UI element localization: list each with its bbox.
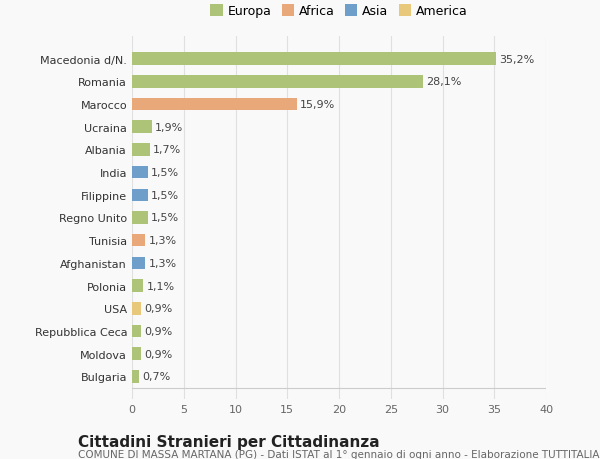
Bar: [132, 121, 152, 134]
Bar: [132, 235, 145, 247]
Bar: [132, 212, 148, 224]
Text: Cittadini Stranieri per Cittadinanza: Cittadini Stranieri per Cittadinanza: [78, 434, 380, 449]
Text: 1,5%: 1,5%: [151, 213, 179, 223]
Text: 1,9%: 1,9%: [155, 123, 183, 132]
Bar: [132, 99, 296, 111]
Text: 0,9%: 0,9%: [145, 304, 173, 313]
Text: 1,3%: 1,3%: [149, 258, 176, 269]
Bar: [132, 280, 143, 292]
Bar: [132, 325, 142, 337]
Text: 1,3%: 1,3%: [149, 235, 176, 246]
Bar: [132, 53, 496, 66]
Text: COMUNE DI MASSA MARTANA (PG) - Dati ISTAT al 1° gennaio di ogni anno - Elaborazi: COMUNE DI MASSA MARTANA (PG) - Dati ISTA…: [78, 449, 600, 459]
Bar: [132, 76, 423, 88]
Bar: [132, 370, 139, 383]
Bar: [132, 144, 149, 156]
Text: 1,7%: 1,7%: [152, 145, 181, 155]
Text: 1,1%: 1,1%: [146, 281, 175, 291]
Bar: [132, 189, 148, 202]
Bar: [132, 302, 142, 315]
Bar: [132, 167, 148, 179]
Bar: [132, 257, 145, 269]
Text: 0,9%: 0,9%: [145, 349, 173, 359]
Text: 1,5%: 1,5%: [151, 190, 179, 201]
Text: 0,9%: 0,9%: [145, 326, 173, 336]
Text: 0,7%: 0,7%: [142, 372, 170, 381]
Text: 35,2%: 35,2%: [499, 55, 535, 64]
Bar: [132, 348, 142, 360]
Text: 15,9%: 15,9%: [299, 100, 335, 110]
Text: 28,1%: 28,1%: [426, 77, 461, 87]
Legend: Europa, Africa, Asia, America: Europa, Africa, Asia, America: [205, 0, 473, 23]
Text: 1,5%: 1,5%: [151, 168, 179, 178]
